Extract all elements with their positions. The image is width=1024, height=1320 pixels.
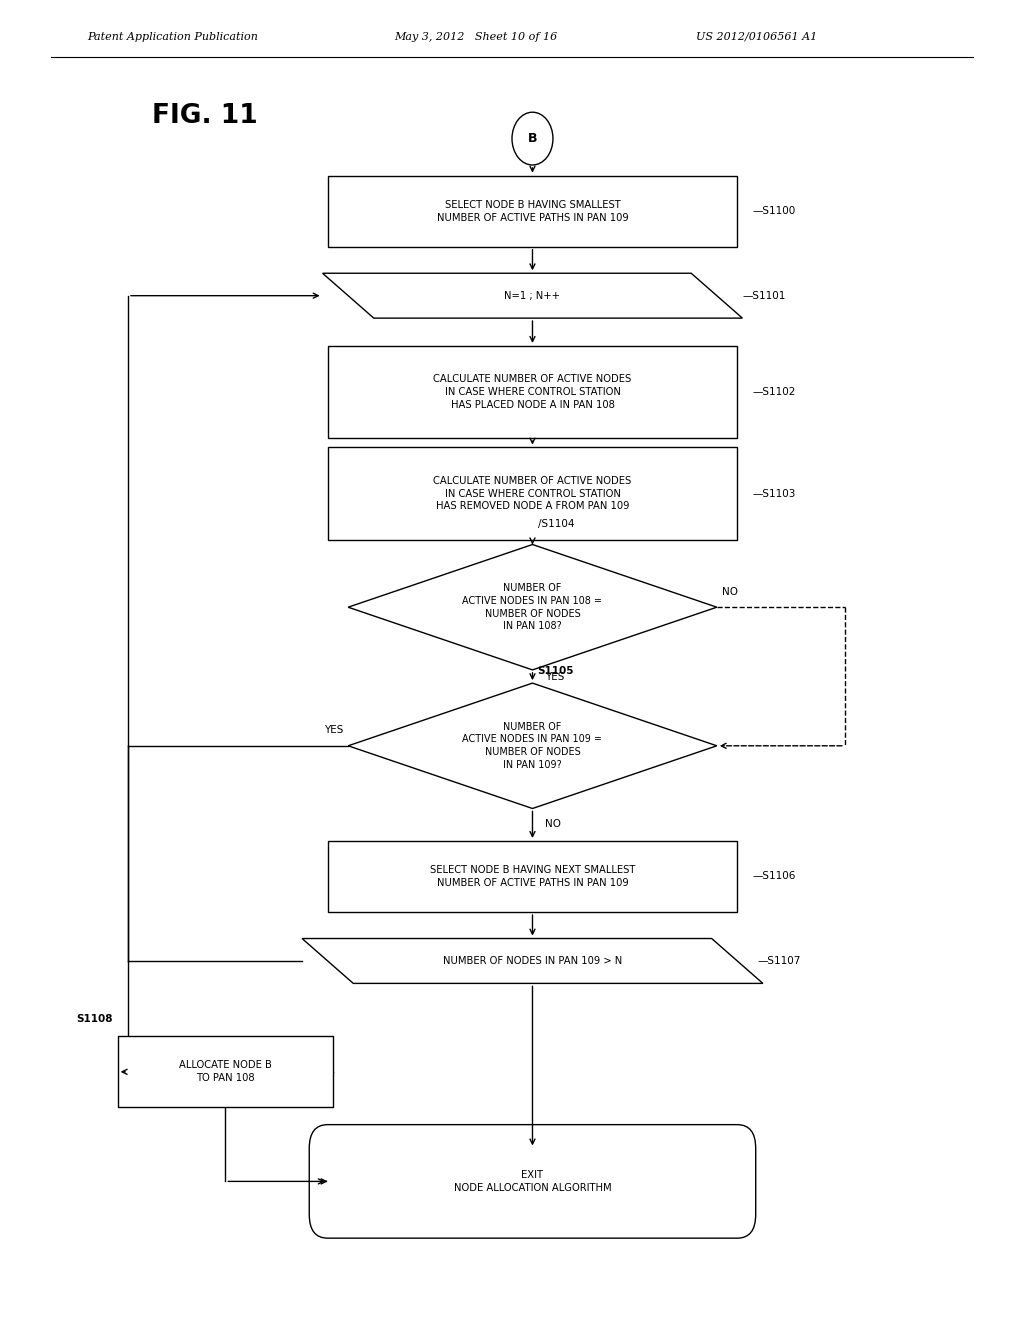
- Text: YES: YES: [324, 725, 343, 735]
- Text: S1105: S1105: [538, 667, 574, 676]
- Text: —S1100: —S1100: [753, 206, 796, 216]
- FancyBboxPatch shape: [328, 841, 737, 912]
- Text: B: B: [527, 132, 538, 145]
- FancyBboxPatch shape: [328, 176, 737, 247]
- Text: —S1102: —S1102: [753, 387, 796, 397]
- Text: NO: NO: [545, 818, 561, 829]
- Polygon shape: [348, 544, 717, 671]
- FancyBboxPatch shape: [309, 1125, 756, 1238]
- Text: CALCULATE NUMBER OF ACTIVE NODES
IN CASE WHERE CONTROL STATION
HAS PLACED NODE A: CALCULATE NUMBER OF ACTIVE NODES IN CASE…: [433, 375, 632, 409]
- Polygon shape: [323, 273, 742, 318]
- Text: EXIT
NODE ALLOCATION ALGORITHM: EXIT NODE ALLOCATION ALGORITHM: [454, 1170, 611, 1193]
- Text: NO: NO: [722, 586, 738, 597]
- FancyBboxPatch shape: [328, 346, 737, 438]
- Text: /S1104: /S1104: [538, 519, 574, 528]
- Text: CALCULATE NUMBER OF ACTIVE NODES
IN CASE WHERE CONTROL STATION
HAS REMOVED NODE : CALCULATE NUMBER OF ACTIVE NODES IN CASE…: [433, 477, 632, 511]
- Text: NUMBER OF
ACTIVE NODES IN PAN 109 =
NUMBER OF NODES
IN PAN 109?: NUMBER OF ACTIVE NODES IN PAN 109 = NUMB…: [463, 722, 602, 770]
- Text: —S1106: —S1106: [753, 871, 796, 882]
- Polygon shape: [302, 939, 763, 983]
- Text: SELECT NODE B HAVING NEXT SMALLEST
NUMBER OF ACTIVE PATHS IN PAN 109: SELECT NODE B HAVING NEXT SMALLEST NUMBE…: [430, 865, 635, 888]
- Text: NUMBER OF NODES IN PAN 109 > N: NUMBER OF NODES IN PAN 109 > N: [442, 956, 623, 966]
- Text: SELECT NODE B HAVING SMALLEST
NUMBER OF ACTIVE PATHS IN PAN 109: SELECT NODE B HAVING SMALLEST NUMBER OF …: [436, 199, 629, 223]
- Text: N=1 ; N++: N=1 ; N++: [505, 290, 560, 301]
- FancyBboxPatch shape: [118, 1036, 333, 1107]
- Text: FIG. 11: FIG. 11: [152, 103, 258, 129]
- Text: S1108: S1108: [76, 1014, 113, 1024]
- Text: US 2012/0106561 A1: US 2012/0106561 A1: [696, 32, 817, 42]
- Text: YES: YES: [545, 672, 564, 681]
- Text: —S1107: —S1107: [758, 956, 801, 966]
- FancyBboxPatch shape: [328, 447, 737, 540]
- Text: —S1103: —S1103: [753, 488, 796, 499]
- Text: ALLOCATE NODE B
TO PAN 108: ALLOCATE NODE B TO PAN 108: [179, 1060, 271, 1084]
- Text: —S1101: —S1101: [742, 290, 785, 301]
- Polygon shape: [348, 684, 717, 808]
- Text: NUMBER OF
ACTIVE NODES IN PAN 108 =
NUMBER OF NODES
IN PAN 108?: NUMBER OF ACTIVE NODES IN PAN 108 = NUMB…: [463, 583, 602, 631]
- Text: May 3, 2012   Sheet 10 of 16: May 3, 2012 Sheet 10 of 16: [394, 32, 557, 42]
- Circle shape: [512, 112, 553, 165]
- Text: Patent Application Publication: Patent Application Publication: [87, 32, 258, 42]
